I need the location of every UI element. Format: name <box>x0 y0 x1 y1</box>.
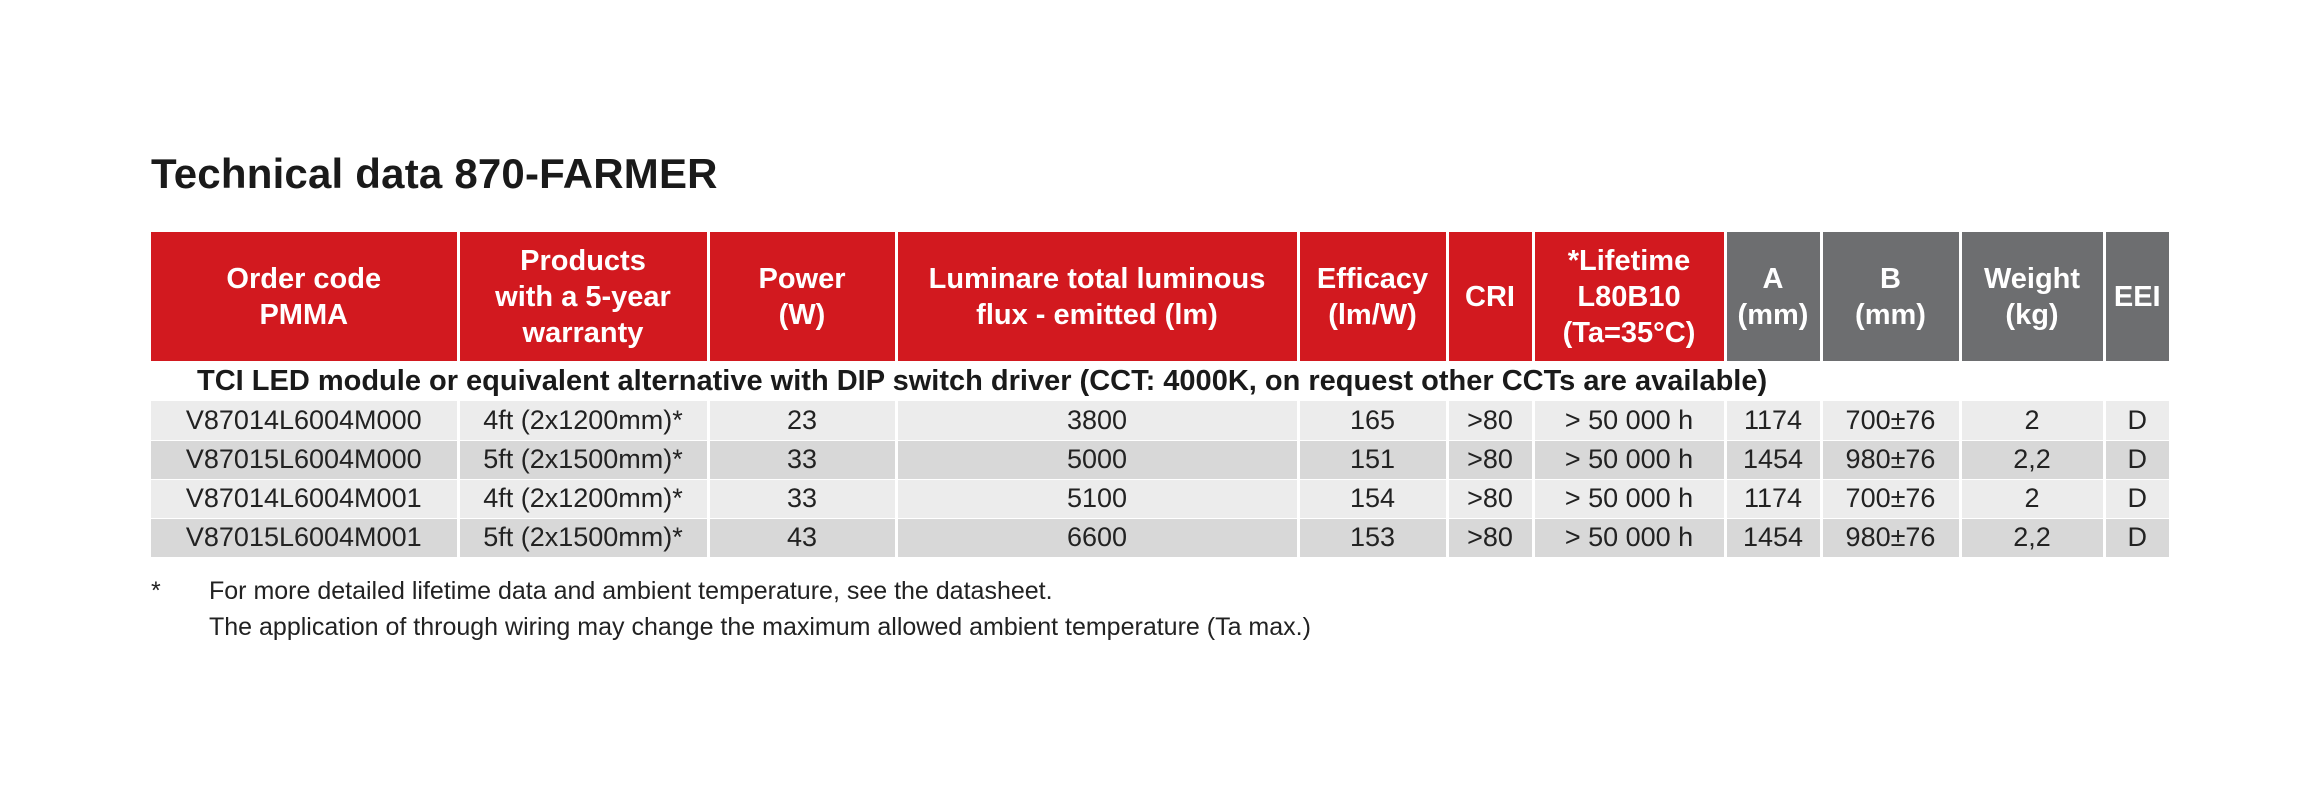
cell-warranty-product: 5ft (2x1500mm)* <box>458 518 710 557</box>
cell-luminous-flux: 5100 <box>896 479 1300 518</box>
header-power: Power (W) <box>708 232 898 361</box>
cell-order-code: V87015L6004M000 <box>151 440 460 479</box>
cell-dimension-b: 980±76 <box>1821 518 1962 557</box>
cell-cri: >80 <box>1447 401 1535 440</box>
cell-dimension-b: 700±76 <box>1821 479 1962 518</box>
cell-power: 23 <box>708 401 898 440</box>
cell-weight: 2 <box>1960 479 2106 518</box>
header-weight: Weight (kg) <box>1960 232 2106 361</box>
cell-efficacy: 165 <box>1298 401 1449 440</box>
table-row: V87015L6004M001 5ft (2x1500mm)* 43 6600 … <box>151 518 2169 557</box>
cell-eei: D <box>2104 518 2169 557</box>
footnote-marker: * <box>151 577 161 605</box>
cell-lifetime: > 50 000 h <box>1533 479 1727 518</box>
cell-eei: D <box>2104 440 2169 479</box>
header-dimension-b: B (mm) <box>1821 232 1962 361</box>
cell-power: 43 <box>708 518 898 557</box>
cell-warranty-product: 4ft (2x1200mm)* <box>458 479 710 518</box>
footnote-line: The application of through wiring may ch… <box>209 613 1311 641</box>
cell-dimension-b: 700±76 <box>1821 401 1962 440</box>
cell-order-code: V87014L6004M001 <box>151 479 460 518</box>
table-header-row: Order code PMMA Products with a 5-year w… <box>151 232 2169 361</box>
cell-order-code: V87015L6004M001 <box>151 518 460 557</box>
header-order-code: Order code PMMA <box>151 232 460 361</box>
cell-luminous-flux: 5000 <box>896 440 1300 479</box>
cell-weight: 2,2 <box>1960 440 2106 479</box>
cell-warranty-product: 5ft (2x1500mm)* <box>458 440 710 479</box>
header-efficacy: Efficacy (lm/W) <box>1298 232 1449 361</box>
cell-warranty-product: 4ft (2x1200mm)* <box>458 401 710 440</box>
cell-lifetime: > 50 000 h <box>1533 518 1727 557</box>
cell-efficacy: 151 <box>1298 440 1449 479</box>
footnote-line: For more detailed lifetime data and ambi… <box>209 577 1053 605</box>
cell-cri: >80 <box>1447 479 1535 518</box>
section-row: TCI LED module or equivalent alternative… <box>151 361 2169 401</box>
table-row: V87014L6004M001 4ft (2x1200mm)* 33 5100 … <box>151 479 2169 518</box>
header-lifetime: *Lifetime L80B10 (Ta=35°C) <box>1533 232 1727 361</box>
cell-dimension-a: 1454 <box>1725 518 1823 557</box>
section-title: TCI LED module or equivalent alternative… <box>197 364 1768 397</box>
cell-luminous-flux: 6600 <box>896 518 1300 557</box>
cell-dimension-a: 1174 <box>1725 479 1823 518</box>
cell-dimension-a: 1174 <box>1725 401 1823 440</box>
cell-power: 33 <box>708 440 898 479</box>
cell-cri: >80 <box>1447 518 1535 557</box>
cell-weight: 2 <box>1960 401 2106 440</box>
cell-cri: >80 <box>1447 440 1535 479</box>
header-luminous-flux: Luminare total luminous flux - emitted (… <box>896 232 1300 361</box>
page-title: Technical data 870-FARMER <box>151 150 718 197</box>
cell-lifetime: > 50 000 h <box>1533 440 1727 479</box>
header-eei: EEI <box>2104 232 2169 361</box>
technical-data-table: Order code PMMA Products with a 5-year w… <box>151 232 2169 558</box>
cell-efficacy: 154 <box>1298 479 1449 518</box>
header-cri: CRI <box>1447 232 1535 361</box>
cell-dimension-a: 1454 <box>1725 440 1823 479</box>
cell-lifetime: > 50 000 h <box>1533 401 1727 440</box>
footnote-text: For more detailed lifetime data and ambi… <box>209 573 1311 645</box>
cell-eei: D <box>2104 401 2169 440</box>
table-row: V87014L6004M000 4ft (2x1200mm)* 23 3800 … <box>151 401 2169 440</box>
header-dimension-a: A (mm) <box>1725 232 1823 361</box>
header-warranty-products: Products with a 5-year warranty <box>458 232 710 361</box>
cell-order-code: V87014L6004M000 <box>151 401 460 440</box>
cell-weight: 2,2 <box>1960 518 2106 557</box>
table-row: V87015L6004M000 5ft (2x1500mm)* 33 5000 … <box>151 440 2169 479</box>
cell-dimension-b: 980±76 <box>1821 440 1962 479</box>
cell-eei: D <box>2104 479 2169 518</box>
cell-luminous-flux: 3800 <box>896 401 1300 440</box>
cell-power: 33 <box>708 479 898 518</box>
cell-efficacy: 153 <box>1298 518 1449 557</box>
